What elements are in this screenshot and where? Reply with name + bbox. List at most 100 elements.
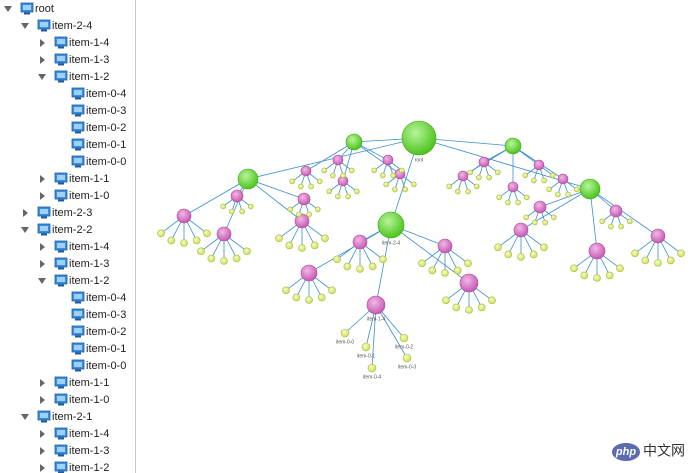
graph-node[interactable]: [542, 219, 548, 226]
graph-node[interactable]: [328, 286, 336, 295]
graph-node[interactable]: [428, 266, 437, 275]
graph-node[interactable]: [549, 172, 556, 179]
graph-node[interactable]: [275, 234, 283, 243]
tree-row[interactable]: item-1-1: [40, 376, 109, 389]
graph-node[interactable]: [180, 239, 188, 247]
collapse-arrow[interactable]: [40, 243, 45, 251]
graph-node[interactable]: [321, 234, 329, 243]
graph-node[interactable]: [340, 328, 350, 338]
tree-label[interactable]: item-1-0: [69, 190, 109, 202]
graph-node[interactable]: [368, 262, 377, 271]
graph-node[interactable]: [550, 214, 557, 221]
tree-label[interactable]: item-1-1: [69, 173, 109, 185]
graph-node[interactable]: [504, 137, 522, 155]
graph-node[interactable]: [343, 262, 352, 271]
graph-node[interactable]: [157, 229, 165, 238]
graph-node[interactable]: [383, 181, 390, 188]
graph-node[interactable]: [402, 186, 408, 193]
graph-node[interactable]: [455, 188, 461, 195]
graph-node[interactable]: [345, 193, 351, 200]
tree-row[interactable]: item-0-2: [71, 121, 126, 134]
tree-label[interactable]: item-1-2: [69, 462, 109, 473]
graph-node[interactable]: [390, 172, 396, 179]
graph-node[interactable]: [377, 211, 405, 239]
graph-node[interactable]: [631, 249, 639, 258]
graph-node[interactable]: [239, 208, 245, 215]
tree-label[interactable]: item-2-2: [52, 224, 92, 236]
tree-label[interactable]: item-0-0: [86, 360, 126, 372]
graph-node[interactable]: [382, 154, 394, 166]
collapse-arrow[interactable]: [40, 39, 45, 47]
graph-node[interactable]: [167, 236, 176, 245]
graph-node[interactable]: [494, 169, 501, 176]
graph-node[interactable]: [533, 200, 547, 214]
graph-node[interactable]: [203, 229, 211, 238]
graph-node[interactable]: [229, 208, 235, 215]
graph-node[interactable]: [650, 228, 666, 244]
tree-label[interactable]: item-1-4: [69, 37, 109, 49]
expand-arrow[interactable]: [4, 6, 12, 12]
graph-node[interactable]: [529, 250, 538, 259]
graph-node[interactable]: [626, 218, 633, 225]
graph-node[interactable]: [367, 363, 377, 373]
graph-node[interactable]: [464, 259, 472, 268]
graph-node[interactable]: [593, 274, 601, 282]
graph-node[interactable]: [348, 167, 355, 174]
tree-row[interactable]: item-2-4: [21, 19, 92, 32]
graph-node[interactable]: [618, 223, 624, 230]
graph-node[interactable]: [247, 203, 254, 210]
graph-node[interactable]: [230, 189, 244, 203]
tree-row[interactable]: item-1-2: [38, 70, 109, 83]
tree-row[interactable]: item-0-1: [71, 342, 126, 355]
graph-node[interactable]: [459, 273, 479, 293]
graph-node[interactable]: [335, 193, 341, 200]
tree-label[interactable]: item-0-4: [86, 88, 126, 100]
graph-node[interactable]: [316, 178, 323, 185]
collapse-arrow[interactable]: [23, 209, 28, 217]
graph-node[interactable]: [298, 183, 304, 190]
graph-node[interactable]: [321, 167, 328, 174]
graph-node[interactable]: [641, 256, 650, 265]
graph-node[interactable]: [453, 266, 462, 275]
tree-label[interactable]: item-1-4: [69, 241, 109, 253]
graph-node[interactable]: [442, 296, 450, 305]
collapse-arrow[interactable]: [40, 464, 45, 472]
graph-node[interactable]: [557, 173, 569, 185]
graph-node[interactable]: [379, 255, 387, 264]
tree-label[interactable]: item-0-2: [86, 326, 126, 338]
tree-row[interactable]: root: [4, 2, 54, 15]
graph-node[interactable]: [294, 213, 310, 229]
graph-node[interactable]: [608, 223, 614, 230]
graph-node[interactable]: [457, 170, 469, 182]
tree-row[interactable]: item-1-4: [40, 427, 109, 440]
expand-arrow[interactable]: [38, 278, 46, 284]
graph-node[interactable]: [402, 353, 412, 363]
graph-node[interactable]: [666, 256, 675, 265]
graph-node[interactable]: [546, 186, 553, 193]
graph-node[interactable]: [452, 303, 461, 312]
tree-row[interactable]: item-0-3: [71, 104, 126, 117]
tree-row[interactable]: item-0-4: [71, 291, 126, 304]
graph-node[interactable]: [356, 265, 364, 273]
graph-node[interactable]: [515, 199, 521, 206]
graph-node[interactable]: [298, 244, 306, 252]
graph-node[interactable]: [605, 271, 614, 280]
graph-node[interactable]: [399, 333, 409, 343]
graph-node[interactable]: [532, 219, 538, 226]
graph-node[interactable]: [533, 159, 545, 171]
graph-node[interactable]: [305, 296, 313, 304]
tree-row[interactable]: item-1-0: [40, 393, 109, 406]
graph-node[interactable]: [285, 241, 294, 250]
tree-label[interactable]: item-0-2: [86, 122, 126, 134]
graph-node[interactable]: [216, 226, 232, 242]
graph-node[interactable]: [580, 271, 589, 280]
tree-label[interactable]: item-1-3: [69, 54, 109, 66]
graph-node[interactable]: [330, 172, 336, 179]
tree-row[interactable]: item-2-3: [23, 206, 92, 219]
graph-node[interactable]: [541, 177, 547, 184]
graph-node[interactable]: [392, 186, 398, 193]
tree-label[interactable]: item-1-0: [69, 394, 109, 406]
tree-row[interactable]: item-1-4: [40, 36, 109, 49]
collapse-arrow[interactable]: [40, 56, 45, 64]
graph-node[interactable]: [297, 192, 311, 206]
